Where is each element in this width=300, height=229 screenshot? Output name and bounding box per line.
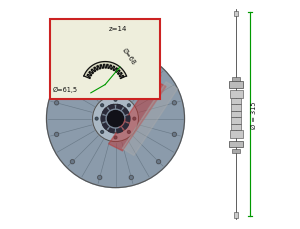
Polygon shape <box>122 82 178 156</box>
Bar <box>232 78 240 82</box>
Circle shape <box>157 74 161 78</box>
Circle shape <box>172 101 176 105</box>
Polygon shape <box>123 124 128 130</box>
Polygon shape <box>109 80 166 151</box>
Polygon shape <box>123 109 128 114</box>
Circle shape <box>70 160 74 164</box>
Text: Ø=61,5: Ø=61,5 <box>52 87 77 93</box>
Polygon shape <box>84 62 127 79</box>
Circle shape <box>129 176 133 180</box>
Bar <box>50 19 160 100</box>
Bar <box>231 111 241 118</box>
Polygon shape <box>103 124 108 130</box>
Bar <box>230 90 243 98</box>
Circle shape <box>55 133 59 137</box>
Circle shape <box>46 50 184 188</box>
Bar <box>231 124 241 131</box>
Bar <box>234 212 238 218</box>
Circle shape <box>107 111 124 127</box>
Polygon shape <box>101 116 105 122</box>
Bar <box>231 118 241 124</box>
Circle shape <box>157 160 161 164</box>
Circle shape <box>92 96 139 142</box>
Circle shape <box>114 136 117 139</box>
Bar <box>230 141 243 148</box>
Text: z=14: z=14 <box>109 26 128 32</box>
Circle shape <box>101 104 104 107</box>
Polygon shape <box>117 105 122 110</box>
Bar <box>230 82 243 88</box>
Circle shape <box>101 131 104 134</box>
Polygon shape <box>109 105 114 110</box>
Circle shape <box>133 118 136 120</box>
Text: Ø = 315: Ø = 315 <box>251 101 257 128</box>
Polygon shape <box>103 109 108 114</box>
Bar <box>232 149 240 153</box>
Circle shape <box>95 118 98 120</box>
Circle shape <box>114 99 117 102</box>
Circle shape <box>98 176 102 180</box>
Circle shape <box>172 133 176 137</box>
Circle shape <box>101 105 130 133</box>
Circle shape <box>129 58 133 63</box>
Polygon shape <box>117 128 122 133</box>
Circle shape <box>128 131 130 134</box>
Circle shape <box>128 104 130 107</box>
Circle shape <box>98 58 102 63</box>
Polygon shape <box>126 116 130 122</box>
Polygon shape <box>109 128 114 133</box>
Circle shape <box>55 101 59 105</box>
Bar <box>231 98 241 105</box>
Bar <box>234 11 238 17</box>
Circle shape <box>70 74 74 78</box>
Bar <box>230 131 243 139</box>
Text: Ø=68: Ø=68 <box>121 46 137 65</box>
Bar <box>231 105 241 111</box>
